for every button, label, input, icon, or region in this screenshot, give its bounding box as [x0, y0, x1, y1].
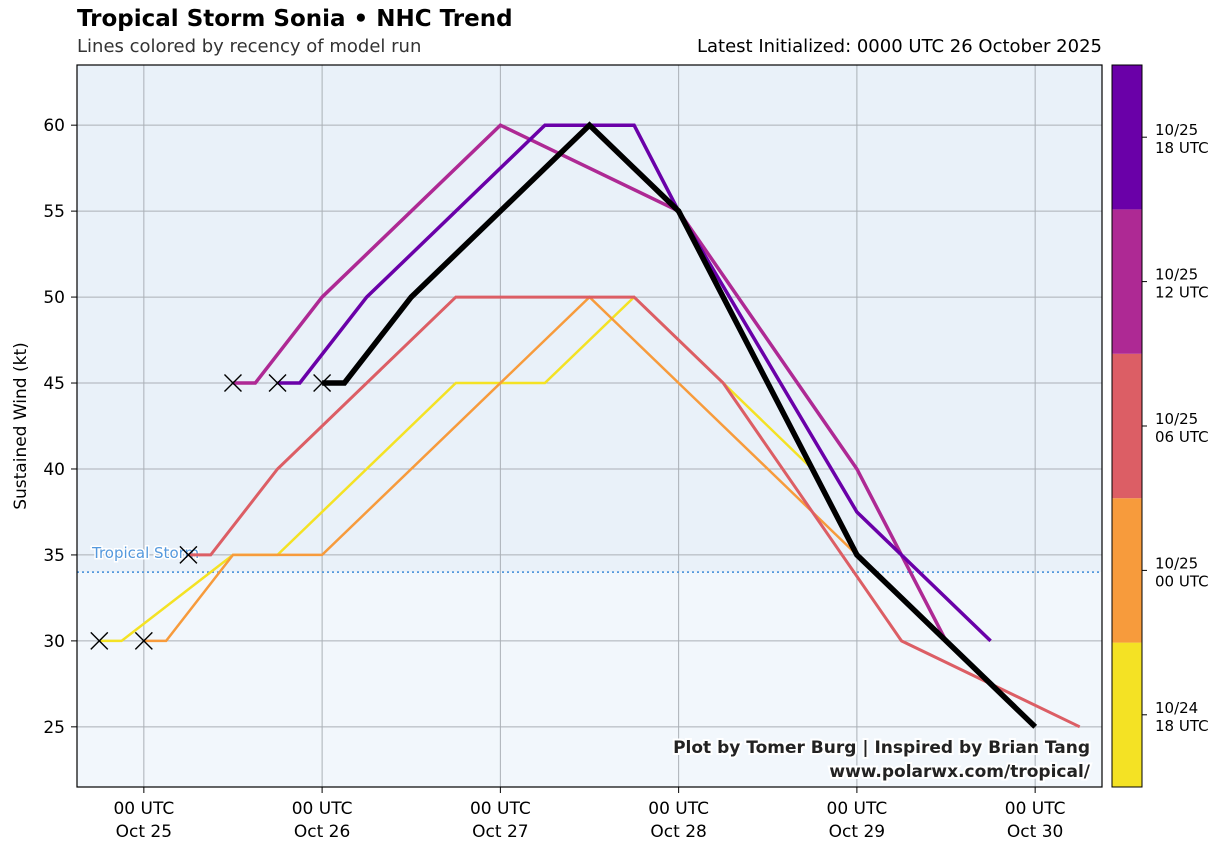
- x-tick-label-date: Oct 27: [472, 822, 528, 842]
- colorbar-segment: [1112, 65, 1142, 210]
- y-tick-label: 25: [43, 718, 65, 738]
- initial-position-marker: [223, 374, 242, 393]
- x-tick-label-time: 00 UTC: [1005, 799, 1066, 819]
- y-tick-label: 60: [43, 116, 65, 136]
- x-tick-label-date: Oct 26: [294, 822, 350, 842]
- credit-line-2: www.polarwx.com/tropical/: [829, 762, 1090, 782]
- y-axis-label: Sustained Wind (kt): [11, 342, 31, 510]
- forecast-line-5: [322, 121, 1038, 729]
- forecast-line-2: [188, 295, 1081, 729]
- marker-stroke: [268, 374, 287, 393]
- credit-line-1: Plot by Tomer Burg | Inspired by Brian T…: [673, 738, 1090, 758]
- colorbar-label-date: 10/24: [1155, 699, 1198, 717]
- colorbar-label-time: 12 UTC: [1155, 284, 1209, 302]
- colorbar-label-time: 00 UTC: [1155, 572, 1209, 590]
- colorbar-label-date: 10/25: [1155, 554, 1198, 572]
- forecast-line-3: [233, 123, 948, 642]
- x-tick-label-date: Oct 28: [650, 822, 706, 842]
- colorbar-label-time: 06 UTC: [1155, 428, 1209, 446]
- colorbar-segment: [1112, 642, 1142, 787]
- chart-title: Tropical Storm Sonia • NHC Trend: [77, 6, 513, 32]
- initial-position-marker: [313, 374, 332, 393]
- y-tick-label: 30: [43, 632, 65, 652]
- y-tick-label: 45: [43, 374, 65, 394]
- x-tick-label-time: 00 UTC: [292, 799, 353, 819]
- x-tick-label-time: 00 UTC: [113, 799, 174, 819]
- latest-initialized-label: Latest Initialized: 0000 UTC 26 October …: [696, 36, 1102, 57]
- marker-stroke: [90, 631, 109, 650]
- colorbar-label-time: 18 UTC: [1155, 717, 1209, 735]
- plot-background-upper: [77, 65, 1102, 573]
- x-tick-label-date: Oct 29: [829, 822, 885, 842]
- plot-frame: [76, 64, 1103, 788]
- x-tick-label-date: Oct 25: [116, 822, 172, 842]
- colorbar-frame: [1111, 64, 1143, 788]
- colorbar-label-date: 10/25: [1155, 410, 1198, 428]
- colorbar-segment: [1112, 209, 1142, 354]
- forecast-line-1: [143, 295, 858, 643]
- colorbar-segment: [1112, 353, 1142, 499]
- initial-position-marker: [179, 545, 198, 564]
- colorbar-label-date: 10/25: [1155, 121, 1198, 139]
- marker-stroke: [134, 631, 153, 650]
- chart-subtitle: Lines colored by recency of model run: [77, 36, 422, 57]
- y-tick-label: 50: [43, 288, 65, 308]
- colorbar-segment: [1112, 498, 1142, 643]
- colorbar-label-time: 18 UTC: [1155, 139, 1209, 157]
- tropical-storm-threshold-label: Tropical Storm: [91, 544, 199, 562]
- initial-position-marker: [90, 631, 109, 650]
- x-tick-label-time: 00 UTC: [648, 799, 709, 819]
- marker-stroke: [223, 374, 242, 393]
- colorbar-label-date: 10/25: [1155, 266, 1198, 284]
- x-tick-label-time: 00 UTC: [470, 799, 531, 819]
- y-tick-label: 55: [43, 202, 65, 222]
- x-tick-label-time: 00 UTC: [827, 799, 888, 819]
- y-tick-label: 40: [43, 460, 65, 480]
- plot-background-lower: [77, 572, 1102, 787]
- marker-stroke: [313, 374, 332, 393]
- initial-position-marker: [134, 631, 153, 650]
- y-tick-label: 35: [43, 546, 65, 566]
- initial-position-marker: [268, 374, 287, 393]
- marker-stroke: [179, 545, 198, 564]
- x-tick-label-date: Oct 30: [1007, 822, 1063, 842]
